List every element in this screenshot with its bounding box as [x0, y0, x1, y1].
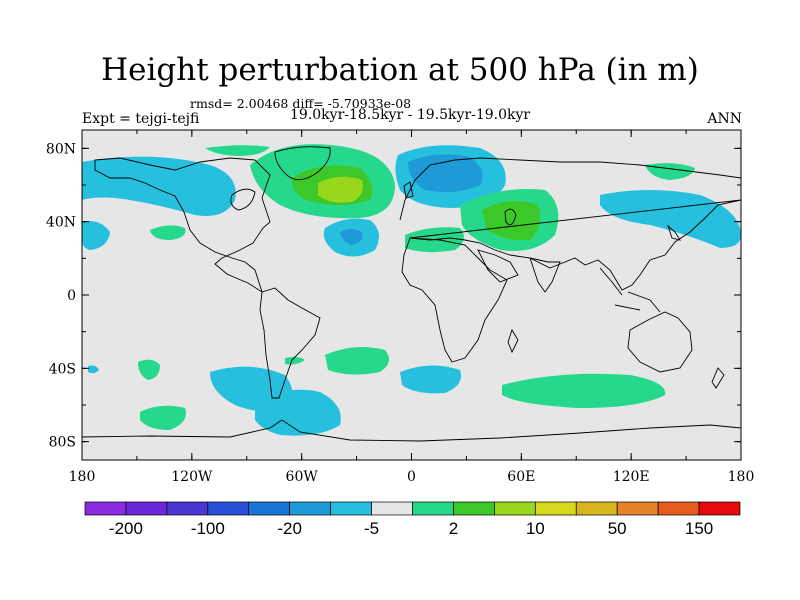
anomaly-arctic-green: [205, 145, 270, 156]
colorbar-swatch: [330, 501, 372, 516]
period-label: 19.0kyr-18.5kyr - 19.5kyr-19.0kyr: [290, 107, 531, 123]
anomaly-central-asia-core: [482, 201, 541, 241]
lon-label: 60E: [507, 469, 535, 485]
lat-label: 40S: [49, 361, 76, 377]
coastlines: [82, 146, 741, 442]
coast-hudson-bay: [230, 188, 256, 211]
lat-label: 80N: [46, 141, 76, 157]
colorbar-label: -200: [109, 519, 143, 538]
colorbar-swatch: [289, 501, 331, 516]
coast-greenland: [274, 146, 331, 181]
anomaly-east-pacific-blue: [600, 190, 741, 248]
colorbar-swatch: [657, 501, 700, 516]
plot-area: 80N 40N 0 40S 80S 180 120W 60W 0 60E 120E 180: [46, 129, 754, 485]
anomaly-south-pacific-green-c: [285, 356, 305, 365]
anomaly-southwest-pacific-blue: [88, 365, 99, 374]
lon-label: 0: [407, 469, 416, 485]
colorbar-label: -100: [191, 519, 225, 538]
anomaly-south-atlantic-green: [325, 346, 389, 375]
coast-north-america: [94, 157, 271, 294]
colorbar-swatch: [166, 501, 209, 516]
colorbar-label: -5: [364, 519, 379, 538]
coast-arabia: [477, 249, 519, 283]
colorbar-swatch: [494, 501, 536, 516]
experiment-label: Expt = tejgi-tejfi: [82, 111, 200, 127]
coast-uk: [403, 181, 414, 199]
colorbar-swatch: [248, 501, 291, 516]
colorbar: -200 -100 -20 -5 2 10 50 150: [84, 501, 741, 538]
season-label: ANN: [707, 111, 742, 127]
colorbar-label: -20: [277, 519, 302, 538]
anomaly-south-pacific-green-b: [140, 405, 186, 430]
colorbar-label: 50: [608, 519, 627, 538]
colorbar-swatch: [534, 501, 577, 516]
coast-africa: [401, 237, 508, 363]
lat-label: 0: [67, 288, 76, 304]
colorbar-swatch: [84, 501, 127, 516]
anomaly-south-pacific-green-a: [138, 359, 160, 380]
anomaly-north-pacific-west-blue: [82, 156, 236, 216]
lon-label: 180: [728, 469, 755, 485]
colorbar-swatch: [207, 501, 250, 516]
coast-southeast-asia: [599, 267, 661, 313]
colorbar-label: 10: [526, 519, 545, 538]
anomaly-north-pacific-green: [150, 225, 186, 240]
coast-antarctica: [82, 419, 741, 442]
colorbar-swatch: [575, 501, 618, 516]
axis-ticks: [81, 130, 742, 460]
coast-eurasia: [399, 157, 741, 291]
coast-australia: [627, 311, 693, 373]
lat-label: 40N: [46, 215, 76, 231]
colorbar-label: 2: [449, 519, 458, 538]
colorbar-label: 150: [685, 519, 713, 538]
rmsd-diff-stats: rmsd= 2.00468 diff= -5.70933e-08: [190, 96, 412, 111]
colorbar-swatch: [412, 501, 454, 516]
anomaly-atlantic-core: [340, 229, 363, 245]
coast-south-america: [259, 287, 321, 399]
colorbar-swatch: [453, 501, 495, 516]
colorbar-swatch: [125, 501, 168, 516]
anomaly-fields: [82, 144, 741, 436]
anomaly-west-pacific-blue: [82, 221, 110, 250]
lon-label: 180: [69, 469, 96, 485]
anomaly-greenland-peak: [318, 176, 363, 203]
coast-japan: [667, 224, 681, 241]
lon-label: 120W: [171, 469, 213, 485]
anomaly-south-indian-green: [502, 373, 666, 408]
map-title: Height perturbation at 500 hPa (in m): [101, 52, 699, 88]
lat-label: 80S: [49, 435, 76, 451]
colorbar-swatch: [698, 501, 741, 516]
coast-new-zealand: [711, 367, 725, 389]
colorbar-swatch: [616, 501, 659, 516]
axis-labels: 80N 40N 0 40S 80S 180 120W 60W 0 60E 120E 180: [46, 141, 754, 485]
coast-india: [529, 257, 561, 293]
coast-caspian: [504, 208, 517, 226]
coast-madagascar: [507, 328, 519, 354]
anomaly-southern-ocean-blue: [400, 365, 461, 394]
colorbar-swatch: [371, 501, 413, 516]
anomaly-scandinavia-core: [408, 154, 483, 193]
lon-label: 120E: [613, 469, 650, 485]
lon-label: 60W: [286, 469, 319, 485]
